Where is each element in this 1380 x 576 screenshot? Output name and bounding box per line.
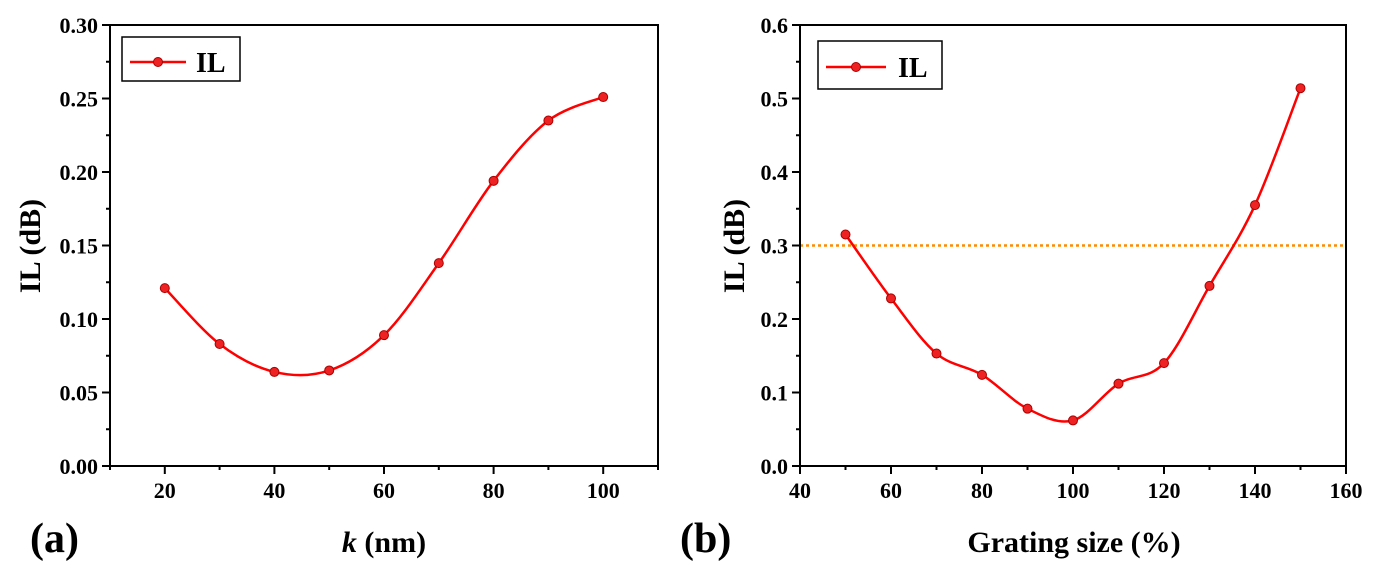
panel-b-x-tick-label: 140 [1239, 478, 1272, 503]
panel-b-data-point [931, 348, 942, 359]
panel-b-x-tick-label: 120 [1148, 478, 1181, 503]
panel-a-data-point [543, 115, 554, 126]
panel-b-data-point [886, 293, 896, 304]
panel-a-series-line [163, 95, 604, 377]
panel-b-x-tick-label: 40 [789, 478, 811, 503]
panel-a-data-point [488, 175, 499, 186]
panel-a-legend: IL [121, 36, 241, 82]
panel-a-data-point [379, 330, 389, 341]
panel-a-data-point [269, 366, 280, 377]
panel-b-data-point [1022, 403, 1033, 414]
panel-a-x-tick-label: 20 [154, 478, 176, 503]
panel-b-label: (b) [680, 516, 731, 562]
panel-b-x-tick-label: 80 [971, 478, 993, 503]
panel-b-data-point [1250, 200, 1260, 211]
panel-b-y-tick-label: 0.1 [761, 381, 789, 406]
panel-b-y-tick-label: 0.5 [761, 87, 789, 112]
panel-a-x-axis-title-italic: k [342, 526, 357, 559]
panel-b-data-point [1159, 358, 1169, 369]
panel-a-data-point [214, 338, 225, 349]
panel-a-data-point [324, 365, 335, 376]
panel-a-y-tick-label: 0.25 [60, 87, 99, 112]
panel-b-data-point [977, 369, 987, 380]
panel-b-y-tick-label: 0.3 [761, 234, 789, 259]
panel-a-y-axis-title: IL (dB) [14, 199, 47, 293]
panel-a-y-tick-label: 0.30 [60, 13, 99, 38]
panel-b-y-tick-label: 0.4 [761, 160, 789, 185]
panel-b-data-point [1113, 378, 1124, 389]
panel-a-y-tick-label: 0.00 [60, 454, 99, 479]
panel-a-x-tick-label: 40 [263, 478, 285, 503]
panel-a-data-point [433, 258, 444, 269]
panel-b-y-tick-label: 0.0 [761, 454, 789, 479]
panel-b-data-point [840, 229, 851, 240]
panel-a-legend-box [121, 36, 241, 82]
panel-a-x-tick-label: 60 [373, 478, 395, 503]
panel-a-legend-label: IL [196, 48, 226, 79]
panel-a-x-tick-label: 80 [483, 478, 505, 503]
panel-a-y-tick-label: 0.10 [60, 307, 99, 332]
panel-a-y-tick-label: 0.05 [60, 381, 99, 406]
panel-a-x-axis-title-rest: (nm) [357, 526, 426, 559]
panel-b-series-line [844, 87, 1302, 423]
panel-b-legend: IL [817, 40, 943, 90]
panel-b-y-tick-label: 0.6 [761, 13, 789, 38]
panel-a-chart: 20 40 60 80 1000.000.050.100.150.200.250.30 … [14, 13, 659, 562]
panel-b-legend-marker [851, 62, 861, 72]
panel-b-legend-box [817, 40, 943, 90]
panel-b-x-tick-label: 160 [1330, 478, 1363, 503]
panel-b-y-axis-title: IL (dB) [718, 199, 751, 293]
panel-b-data-point [1204, 280, 1215, 291]
panel-a-y-tick-label: 0.20 [60, 160, 99, 185]
panel-a-x-tick-label: 100 [587, 478, 620, 503]
panel-b-x-axis-title: Grating size (%) [967, 526, 1180, 559]
panel-a-data-point [598, 92, 609, 103]
panel-b-chart: 40 60 80 100 120 140 1600.00.10.20.30.40.50.6 … [680, 13, 1363, 562]
panel-a-data-point [159, 283, 170, 294]
panel-b-x-axis-title-text: Grating size (%) [967, 526, 1180, 559]
panel-b-data-point [1068, 415, 1078, 426]
panel-b-plot-frame [799, 24, 1347, 467]
panel-b-x-tick-label: 100 [1057, 478, 1090, 503]
panel-a-plot-frame [109, 24, 659, 467]
panel-b-y-tick-label: 0.2 [761, 307, 789, 332]
panel-a-legend-marker [153, 57, 163, 67]
panel-a-y-tick-label: 0.15 [60, 234, 99, 259]
panel-a-x-axis-title: k (nm) [342, 526, 426, 559]
panel-a-label: (a) [30, 516, 79, 562]
panel-b-x-tick-label: 60 [880, 478, 902, 503]
panel-b-data-point [1295, 83, 1306, 94]
panel-b-legend-label: IL [898, 53, 928, 84]
